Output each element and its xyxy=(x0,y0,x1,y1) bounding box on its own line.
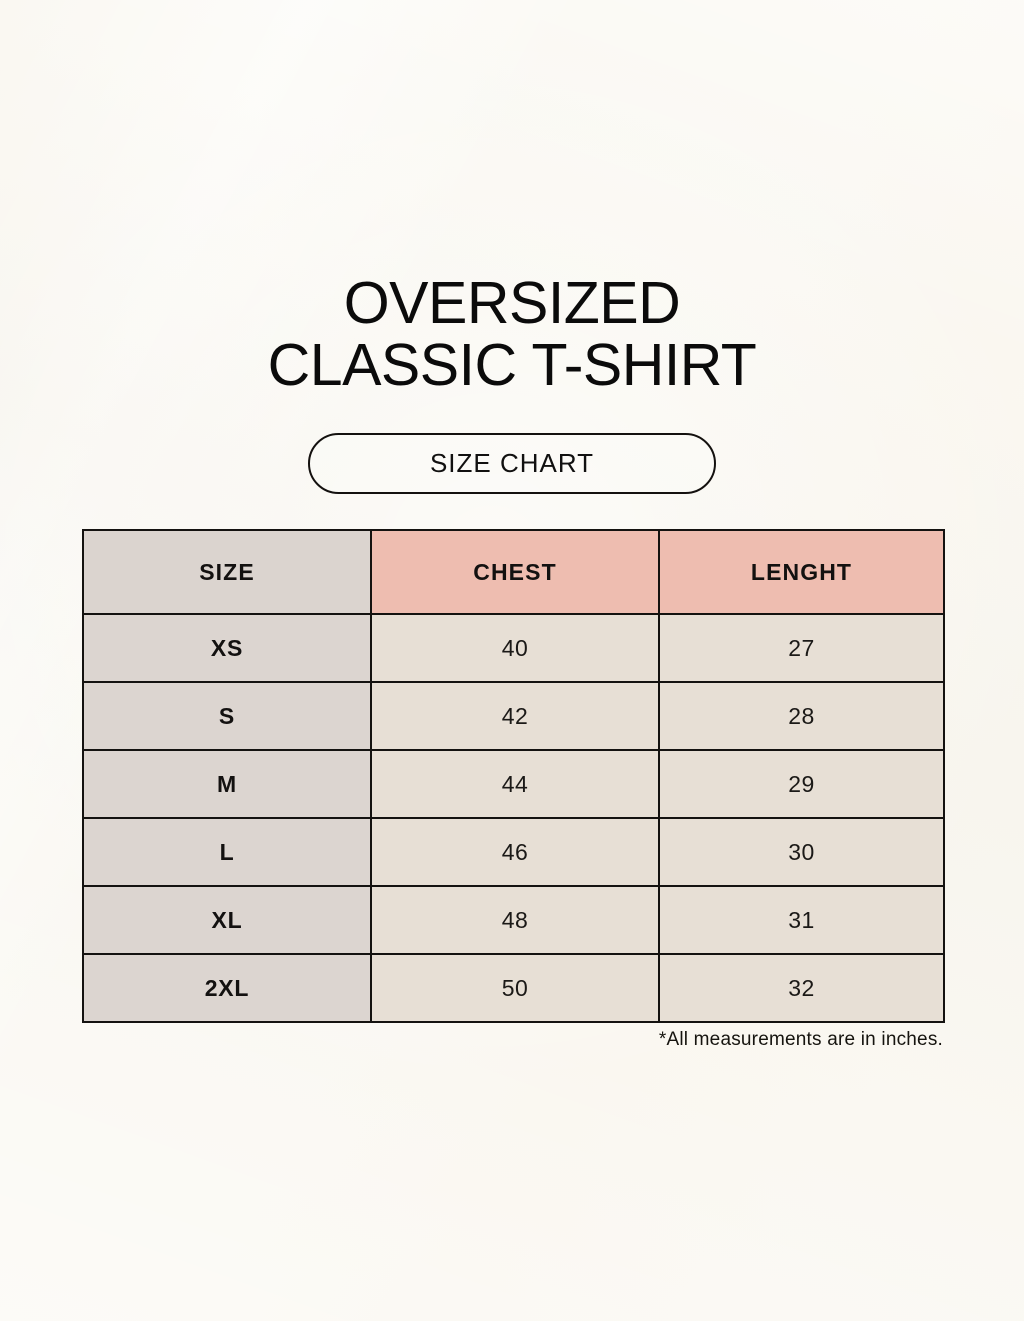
column-header-length: LENGHT xyxy=(658,529,945,615)
cell-size: L xyxy=(82,817,372,887)
cell-chest: 50 xyxy=(370,953,660,1023)
table-row: M 44 29 xyxy=(82,749,945,819)
cell-chest: 40 xyxy=(370,613,660,683)
table-row: XS 40 27 xyxy=(82,613,945,683)
cell-chest: 42 xyxy=(370,681,660,751)
size-chart-badge-label: SIZE CHART xyxy=(429,448,595,478)
cell-chest: 44 xyxy=(370,749,660,819)
table-row: 2XL 50 32 xyxy=(82,953,945,1023)
size-table: SIZE CHEST LENGHT XS 40 27 S 42 28 M xyxy=(82,529,945,1023)
cell-size: S xyxy=(82,681,372,751)
cell-length: 27 xyxy=(658,613,945,683)
page-title-line-2: CLASSIC T-SHIRT xyxy=(267,332,757,398)
table-row: S 42 28 xyxy=(82,681,945,751)
size-table-container: SIZE CHEST LENGHT XS 40 27 S 42 28 M xyxy=(82,529,945,1023)
page-title-line-1: OVERSIZED xyxy=(343,270,681,336)
page-title: OVERSIZED CLASSIC T-SHIRT xyxy=(0,272,1024,396)
cell-chest: 46 xyxy=(370,817,660,887)
size-table-body: XS 40 27 S 42 28 M 44 29 L 46 30 xyxy=(82,613,945,1023)
cell-length: 30 xyxy=(658,817,945,887)
cell-length: 29 xyxy=(658,749,945,819)
cell-chest: 48 xyxy=(370,885,660,955)
table-header-row: SIZE CHEST LENGHT xyxy=(82,529,945,615)
cell-length: 31 xyxy=(658,885,945,955)
cell-size: 2XL xyxy=(82,953,372,1023)
table-row: L 46 30 xyxy=(82,817,945,887)
cell-size: XS xyxy=(82,613,372,683)
cell-length: 32 xyxy=(658,953,945,1023)
size-table-head: SIZE CHEST LENGHT xyxy=(82,529,945,615)
cell-size: M xyxy=(82,749,372,819)
size-chart-badge-container: SIZE CHART xyxy=(0,433,1024,494)
column-header-chest: CHEST xyxy=(370,529,660,615)
cell-size: XL xyxy=(82,885,372,955)
table-row: XL 48 31 xyxy=(82,885,945,955)
size-chart-badge: SIZE CHART xyxy=(308,433,716,494)
cell-length: 28 xyxy=(658,681,945,751)
column-header-size: SIZE xyxy=(82,529,372,615)
measurements-footnote: *All measurements are in inches. xyxy=(658,1029,943,1050)
